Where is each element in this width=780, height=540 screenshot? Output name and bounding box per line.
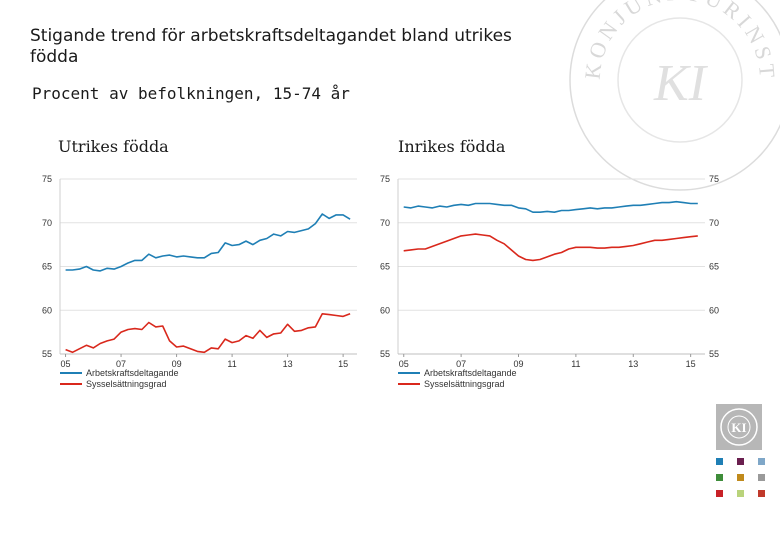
- y-tick-label: 65: [380, 262, 390, 272]
- y-tick-label: 55: [380, 349, 390, 359]
- y-tick-label-right: 65: [709, 262, 719, 272]
- y-tick-label: 75: [42, 174, 52, 184]
- logo-text: KI: [731, 420, 746, 435]
- x-tick-label: 15: [686, 359, 696, 369]
- y-tick-label: 60: [380, 305, 390, 315]
- x-tick-label: 07: [456, 359, 466, 369]
- y-tick-label: 70: [42, 218, 52, 228]
- series-line-sysselsattningsgrad: [403, 233, 698, 262]
- x-tick-label: 05: [61, 359, 71, 369]
- palette-swatch: [737, 458, 744, 465]
- y-tick-label: 70: [380, 218, 390, 228]
- legend-label: Sysselsättningsgrad: [86, 379, 167, 389]
- palette-swatch: [716, 458, 723, 465]
- institute-seal-watermark: KONJUNKTURINSTITUTET KI: [560, 0, 780, 191]
- series-line-arbetskraftsdeltagande: [403, 200, 698, 213]
- y-tick-label-right: 60: [709, 305, 719, 315]
- palette-swatch: [758, 458, 765, 465]
- legend-label: Sysselsättningsgrad: [424, 379, 505, 389]
- chart-utrikes: 55 60 65 70 75 05 07 09 11 13 15 Arbetskraftsdeltag…: [42, 174, 357, 389]
- x-tick-label: 11: [227, 359, 236, 369]
- x-tick-label: 09: [172, 359, 182, 369]
- palette-swatch: [737, 490, 744, 497]
- palette-swatch: [758, 474, 765, 481]
- y-tick-label-right: 75: [709, 174, 719, 184]
- series-line-arbetskraftsdeltagande: [65, 213, 351, 272]
- palette-swatch: [758, 490, 765, 497]
- x-tick-label: 05: [399, 359, 409, 369]
- panel-title-utrikes: Utrikes födda: [58, 137, 169, 156]
- x-tick-label: 11: [571, 359, 580, 369]
- series-line-sysselsattningsgrad: [65, 312, 351, 354]
- x-tick-label: 07: [116, 359, 126, 369]
- y-tick-label: 65: [42, 262, 52, 272]
- y-tick-label: 60: [42, 305, 52, 315]
- x-tick-label: 13: [628, 359, 638, 369]
- y-tick-label-right: 70: [709, 218, 719, 228]
- panel-title-inrikes: Inrikes födda: [398, 137, 506, 156]
- slide-title: Stigande trend för arbetskraftsdeltagand…: [30, 26, 512, 67]
- x-tick-label: 13: [283, 359, 293, 369]
- x-tick-label: 09: [513, 359, 523, 369]
- y-tick-label-right: 55: [709, 349, 719, 359]
- watermark-logo-text: KI: [653, 55, 709, 112]
- palette-swatch: [716, 474, 723, 481]
- y-tick-label: 55: [42, 349, 52, 359]
- legend-label: Arbetskraftsdeltagande: [86, 368, 179, 378]
- institute-logo: KI: [716, 404, 762, 450]
- y-tick-label: 75: [380, 174, 390, 184]
- chart-inrikes: 55 55 60 60 65 65 70 70 75 75 05 07 09 11 13 15 Arbetskr…: [380, 174, 719, 389]
- palette-swatch: [737, 474, 744, 481]
- legend-label: Arbetskraftsdeltagande: [424, 368, 517, 378]
- slide-subtitle: Procent av befolkningen, 15-74 år: [32, 84, 350, 103]
- palette-swatch: [716, 490, 723, 497]
- x-tick-label: 15: [338, 359, 348, 369]
